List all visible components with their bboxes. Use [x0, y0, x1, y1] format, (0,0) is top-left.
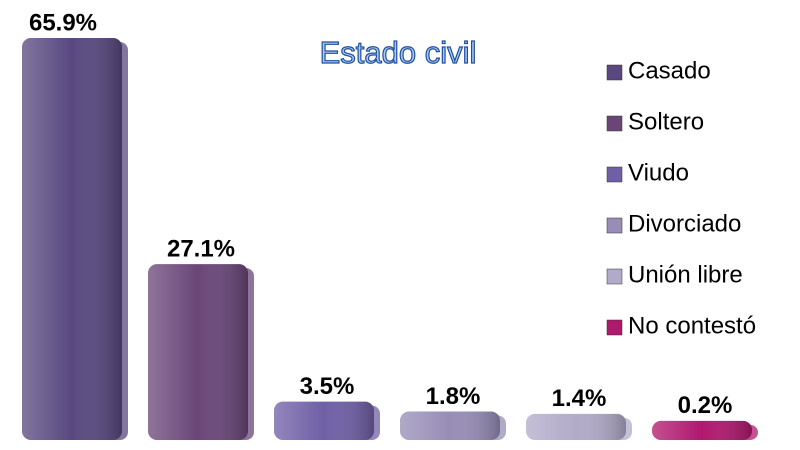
- value-label: 1.8%: [426, 383, 481, 410]
- legend-label: Casado: [628, 57, 711, 84]
- legend-swatch: [606, 319, 623, 336]
- legend-swatch: [606, 268, 623, 285]
- bar-shine: [274, 401, 374, 440]
- value-label: 0.2%: [678, 392, 733, 419]
- legend-swatch: [606, 115, 623, 132]
- chart-title: Estado civil: [320, 35, 477, 70]
- legend-swatch: [606, 166, 623, 183]
- value-label: 1.4%: [552, 385, 607, 412]
- legend-swatch: [606, 64, 623, 81]
- legend-label: Divorciado: [628, 210, 741, 237]
- value-label: 3.5%: [300, 373, 355, 400]
- legend-label: No contestó: [628, 312, 756, 339]
- bar-shine: [22, 38, 122, 440]
- bar-shine: [148, 264, 248, 440]
- legend-label: Soltero: [628, 108, 704, 135]
- bar-shine: [400, 411, 500, 440]
- value-label: 27.1%: [167, 235, 235, 262]
- value-label: 65.9%: [29, 9, 97, 36]
- legend-label: Unión libre: [628, 261, 743, 288]
- legend-label: Viudo: [628, 159, 689, 186]
- legend-swatch: [606, 217, 623, 234]
- bar-shine: [526, 413, 626, 440]
- bar-shine: [652, 420, 752, 440]
